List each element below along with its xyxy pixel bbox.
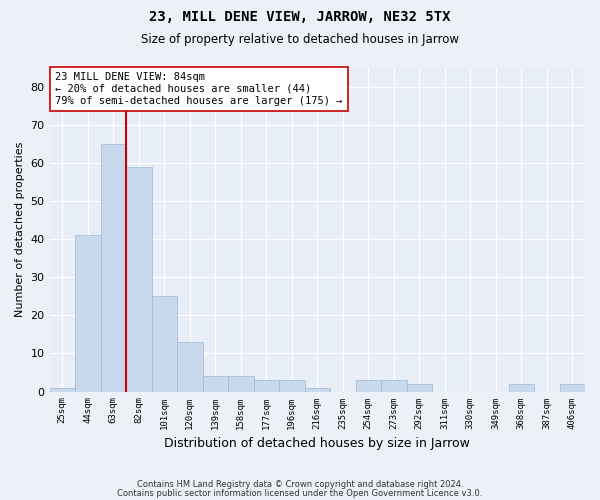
Bar	[152, 296, 177, 392]
Text: 23, MILL DENE VIEW, JARROW, NE32 5TX: 23, MILL DENE VIEW, JARROW, NE32 5TX	[149, 10, 451, 24]
Bar	[126, 166, 152, 392]
X-axis label: Distribution of detached houses by size in Jarrow: Distribution of detached houses by size …	[164, 437, 470, 450]
Text: Contains HM Land Registry data © Crown copyright and database right 2024.: Contains HM Land Registry data © Crown c…	[137, 480, 463, 489]
Bar	[228, 376, 254, 392]
Bar	[50, 388, 75, 392]
Bar	[177, 342, 203, 392]
Text: Contains public sector information licensed under the Open Government Licence v3: Contains public sector information licen…	[118, 488, 482, 498]
Bar	[305, 388, 330, 392]
Bar	[203, 376, 228, 392]
Y-axis label: Number of detached properties: Number of detached properties	[15, 142, 25, 317]
Bar	[560, 384, 585, 392]
Text: 23 MILL DENE VIEW: 84sqm
← 20% of detached houses are smaller (44)
79% of semi-d: 23 MILL DENE VIEW: 84sqm ← 20% of detach…	[55, 72, 343, 106]
Bar	[356, 380, 381, 392]
Bar	[279, 380, 305, 392]
Text: Size of property relative to detached houses in Jarrow: Size of property relative to detached ho…	[141, 32, 459, 46]
Bar	[254, 380, 279, 392]
Bar	[509, 384, 534, 392]
Bar	[101, 144, 126, 392]
Bar	[381, 380, 407, 392]
Bar	[75, 235, 101, 392]
Bar	[407, 384, 432, 392]
